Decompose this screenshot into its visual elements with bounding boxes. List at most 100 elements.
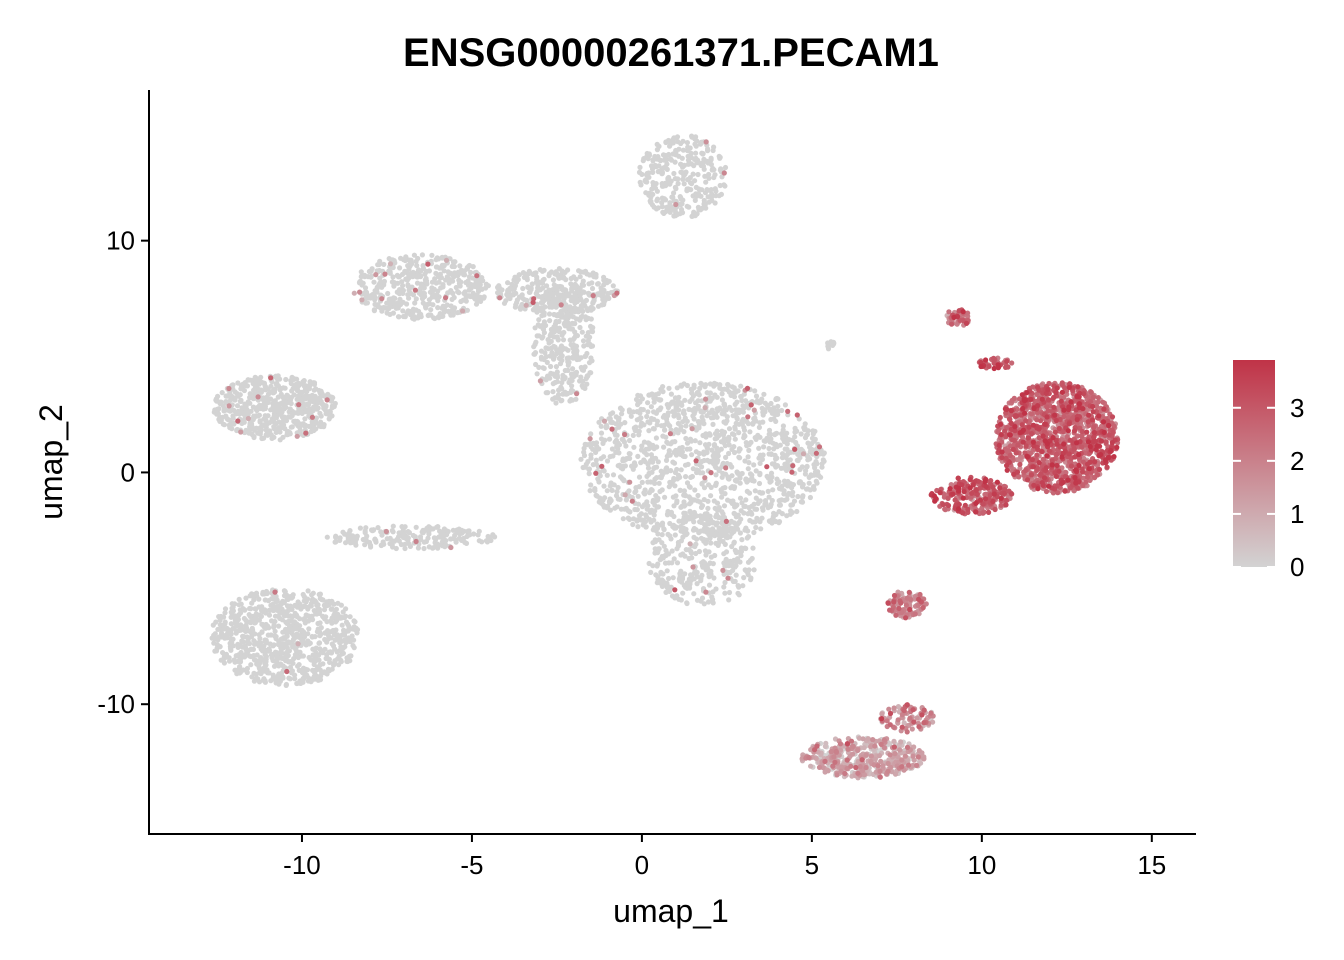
scatter-point [247, 391, 253, 397]
scatter-point [550, 277, 557, 283]
scatter-point [746, 447, 752, 453]
scatter-point [305, 596, 311, 602]
scatter-point [579, 329, 585, 335]
scatter-point [242, 380, 248, 386]
scatter-point [578, 314, 584, 320]
scatter-point [673, 403, 679, 409]
scatter-point [536, 293, 542, 299]
scatter-point [729, 473, 735, 479]
scatter-point [227, 425, 233, 431]
scatter-point [272, 633, 278, 639]
scatter-point [520, 285, 526, 292]
scatter-point [426, 268, 432, 274]
scatter-point [453, 539, 459, 545]
scatter-point [283, 626, 289, 633]
scatter-point [766, 494, 772, 500]
scatter-point [604, 472, 610, 478]
scatter-point [440, 303, 446, 309]
scatter-point [330, 627, 336, 634]
scatter-point [277, 437, 283, 443]
scatter-point [642, 487, 648, 493]
scatter-point [273, 599, 279, 605]
scatter-point [683, 423, 689, 429]
scatter-point [278, 648, 284, 654]
scatter-point [757, 472, 763, 478]
scatter-point [692, 197, 698, 203]
scatter-point [265, 632, 271, 638]
scatter-point [287, 431, 293, 437]
scatter-point [667, 200, 673, 206]
scatter-point [405, 308, 411, 314]
scatter-point [676, 415, 682, 421]
scatter-point [456, 535, 462, 541]
scatter-point [780, 423, 787, 429]
scatter-point [221, 626, 227, 632]
scatter-point [690, 212, 696, 218]
scatter-point [247, 605, 253, 612]
scatter-point [657, 397, 663, 403]
scatter-point [687, 541, 693, 547]
scatter-point [385, 305, 391, 312]
scatter-point [589, 285, 596, 292]
scatter-point [775, 411, 781, 417]
scatter-point [774, 443, 781, 449]
scatter-point [436, 534, 442, 540]
scatter-point [437, 271, 443, 277]
scatter-point [694, 574, 700, 580]
scatter-point [674, 211, 680, 218]
scatter-point [310, 590, 316, 596]
scatter-point [249, 625, 255, 632]
scatter-point [708, 554, 715, 560]
scatter-point [265, 429, 272, 436]
scatter-point [678, 467, 684, 473]
scatter-point [320, 614, 326, 620]
scatter-point [422, 303, 429, 310]
scatter-point [520, 270, 527, 276]
scatter-point [310, 652, 316, 658]
scatter-point [243, 646, 249, 653]
scatter-point [311, 597, 317, 603]
scatter-point [687, 508, 693, 514]
scatter-point [795, 457, 801, 464]
scatter-point [567, 313, 574, 319]
scatter-point [671, 170, 677, 177]
scatter-point [536, 364, 542, 370]
scatter-point [747, 429, 753, 435]
scatter-point [749, 555, 755, 562]
scatter-point [736, 446, 743, 452]
scatter-point [559, 380, 565, 386]
scatter-point [273, 420, 279, 427]
scatter-point [706, 441, 712, 447]
scatter-point [318, 423, 324, 430]
scatter-point [325, 628, 331, 634]
scatter-point [675, 543, 682, 549]
scatter-point [645, 156, 651, 162]
scatter-point [586, 291, 592, 298]
scatter-point [654, 418, 661, 424]
scatter-point [634, 507, 640, 513]
scatter-point [309, 422, 315, 428]
scatter-point [684, 514, 690, 520]
scatter-point [773, 456, 779, 462]
scatter-point [256, 376, 262, 382]
scatter-point [680, 138, 686, 144]
scatter-point [534, 301, 540, 307]
scatter-point [687, 145, 693, 151]
scatter-point [552, 395, 558, 401]
scatter-point [295, 599, 301, 605]
scatter-point [345, 658, 351, 665]
scatter-point [689, 452, 695, 458]
scatter-point [211, 632, 217, 639]
scatter-point [590, 462, 596, 468]
scatter-point [669, 138, 675, 144]
scatter-point [333, 534, 339, 540]
scatter-point [397, 296, 403, 302]
scatter-point [707, 533, 713, 540]
scatter-point [277, 408, 283, 414]
scatter-point [610, 472, 617, 478]
scatter-point [658, 475, 664, 481]
scatter-point [317, 662, 323, 668]
scatter-point [598, 430, 605, 436]
scatter-point [220, 633, 227, 639]
scatter-point [573, 316, 580, 322]
